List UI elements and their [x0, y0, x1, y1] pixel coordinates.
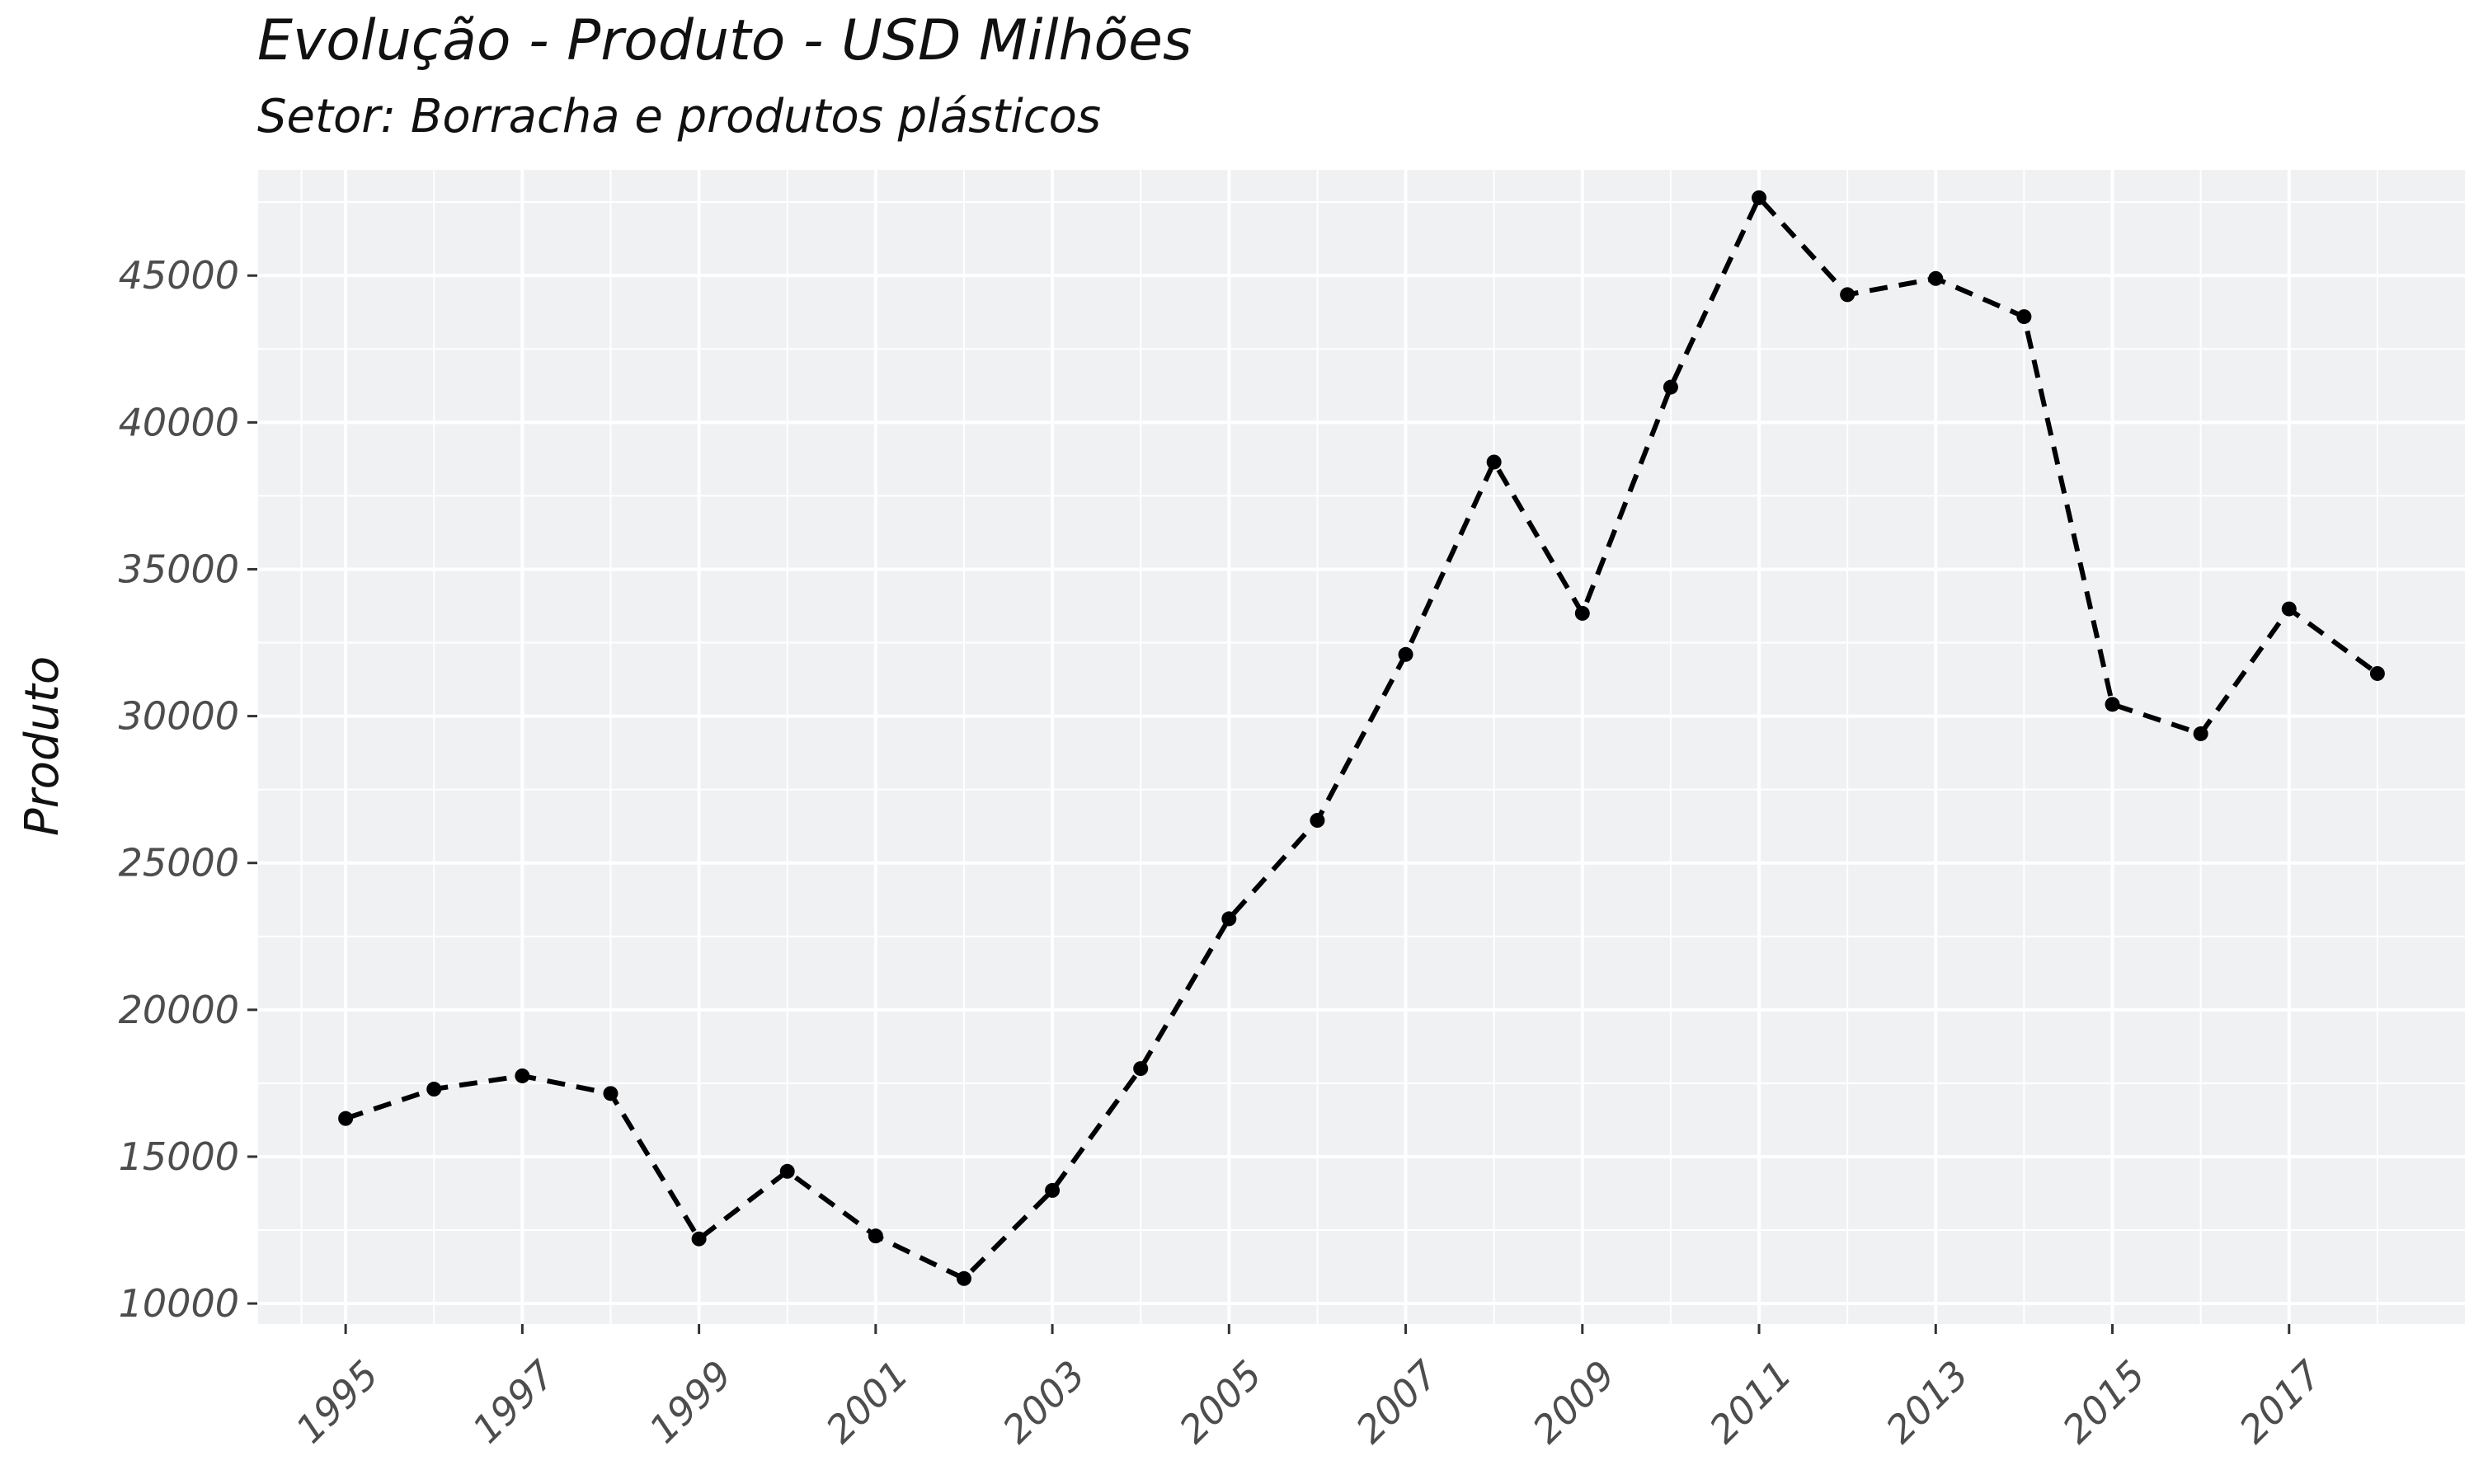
data-point [779, 1163, 795, 1179]
y-tick-label: 20000 [119, 988, 239, 1032]
data-point [338, 1111, 354, 1126]
data-point [515, 1068, 530, 1083]
x-tick-label: 1995 [287, 1352, 387, 1452]
data-point [1574, 605, 1590, 621]
major-gridlines [257, 170, 2466, 1324]
x-tick-label: 2001 [817, 1352, 917, 1452]
data-point [1928, 270, 1944, 286]
data-point [2105, 697, 2120, 712]
y-axis-title: Produto [16, 656, 69, 836]
axis-ticks [247, 274, 2291, 1334]
y-tick-label: 15000 [119, 1134, 239, 1179]
data-point [691, 1231, 707, 1247]
data-point [1133, 1061, 1149, 1077]
data-point [1840, 287, 1856, 303]
y-axis-tick-labels: 10000 15000 20000 25000 30000 35000 40000 45000 [119, 253, 239, 1326]
data-point [1752, 190, 1767, 205]
data-point [2193, 726, 2208, 741]
data-point [1045, 1182, 1061, 1198]
data-point [1310, 813, 1325, 829]
data-point [1221, 911, 1237, 927]
chart-subtitle: Setor: Borracha e produtos plásticos [257, 90, 1101, 143]
series-line [345, 193, 2379, 1282]
y-tick-label: 30000 [119, 694, 239, 739]
x-tick-label: 2007 [1348, 1352, 1447, 1452]
x-tick-label: 2005 [1170, 1352, 1270, 1452]
chart-title: Evolução - Produto - USD Milhões [257, 8, 1192, 73]
data-point [1663, 379, 1678, 395]
x-tick-label: 2011 [1700, 1352, 1800, 1452]
x-tick-label: 2003 [994, 1352, 1094, 1452]
data-point [1486, 454, 1502, 470]
data-point [2016, 309, 2032, 325]
data-point [2369, 665, 2385, 681]
x-axis-tick-labels: 1995 1997 1999 2001 2003 2005 2007 2009 2011 2013… [287, 1352, 2331, 1452]
y-tick-label: 45000 [119, 253, 239, 298]
data-point [426, 1082, 442, 1097]
x-tick-label: 2013 [1877, 1352, 1977, 1452]
data-points [338, 190, 2385, 1286]
x-tick-label: 1997 [463, 1352, 563, 1452]
data-point [2281, 601, 2297, 617]
data-point [956, 1270, 971, 1286]
y-tick-label: 40000 [119, 400, 239, 444]
x-tick-label: 2009 [1524, 1352, 1624, 1452]
y-tick-label: 25000 [119, 841, 239, 885]
plot-panel [257, 170, 2466, 1324]
x-tick-label: 2015 [2054, 1352, 2154, 1452]
x-tick-label: 1999 [641, 1352, 741, 1452]
data-point [1398, 646, 1413, 662]
y-tick-label: 35000 [119, 547, 239, 591]
x-tick-label: 2017 [2231, 1352, 2331, 1452]
data-point [603, 1086, 618, 1101]
minor-gridlines [256, 170, 2467, 1324]
data-point [868, 1228, 883, 1244]
y-tick-label: 10000 [119, 1281, 239, 1326]
